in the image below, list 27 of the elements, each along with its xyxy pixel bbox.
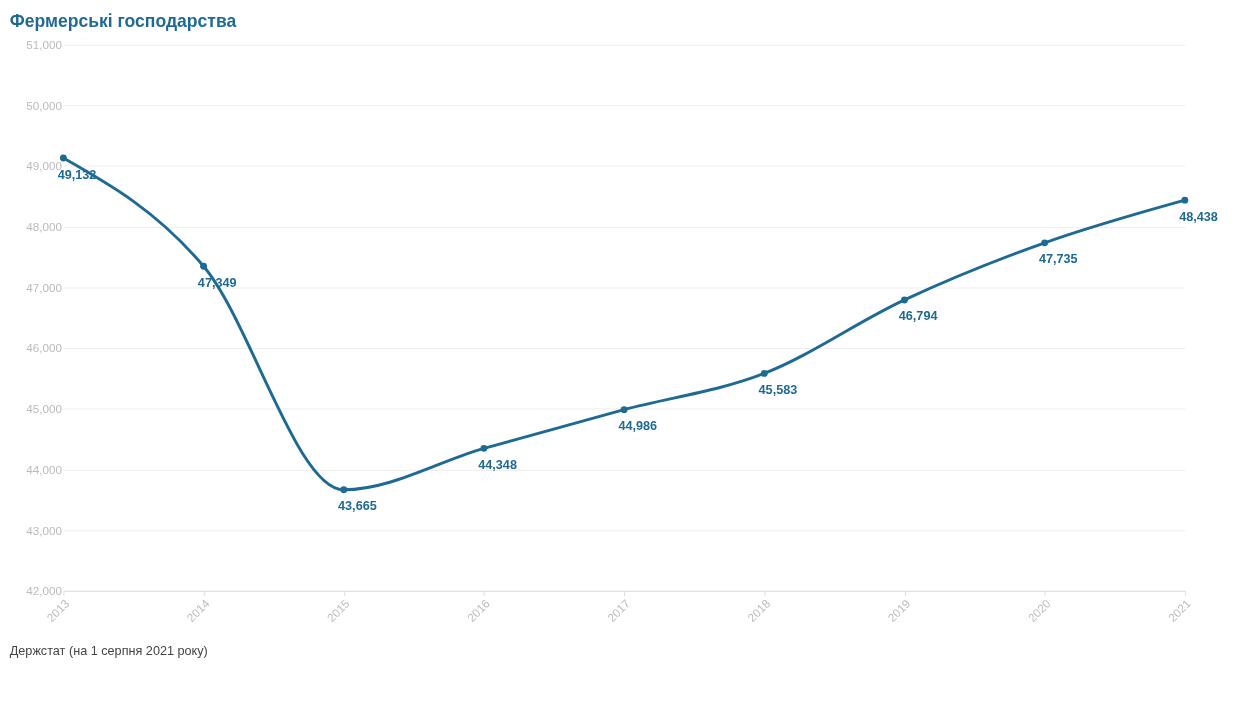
point bbox=[480, 444, 488, 452]
point bbox=[200, 262, 208, 270]
data-label: 47,735 bbox=[1038, 252, 1078, 267]
data-label: 46,794 bbox=[898, 309, 938, 324]
point bbox=[760, 369, 768, 377]
point bbox=[1181, 196, 1189, 204]
y-tick-label: 43,000 bbox=[26, 523, 63, 537]
data-label: 44,348 bbox=[478, 457, 517, 472]
point bbox=[1041, 239, 1049, 247]
text: Держстат (на 1 серпня 2021 року) bbox=[9, 644, 208, 659]
y-tick-label: 50,000 bbox=[26, 98, 63, 112]
chart-title: Фермерські господарства bbox=[9, 11, 237, 32]
data-label: 48,438 bbox=[1179, 209, 1218, 224]
y-tick-label: 51,000 bbox=[26, 38, 63, 52]
data-label: 43,665 bbox=[338, 499, 377, 514]
y-tick-label: 44,000 bbox=[26, 462, 63, 476]
y-tick-label: 48,000 bbox=[26, 220, 63, 234]
y-tick-label: 45,000 bbox=[26, 402, 63, 416]
point bbox=[901, 296, 908, 304]
data-label: 45,583 bbox=[758, 382, 798, 397]
y-tick-label: 46,000 bbox=[26, 341, 63, 355]
point bbox=[340, 486, 348, 494]
point bbox=[59, 154, 67, 162]
y-tick-label: 47,000 bbox=[26, 280, 63, 294]
point bbox=[620, 406, 628, 414]
y-tick-label: 42,000 bbox=[26, 584, 63, 598]
data-label: 44,986 bbox=[618, 419, 658, 434]
